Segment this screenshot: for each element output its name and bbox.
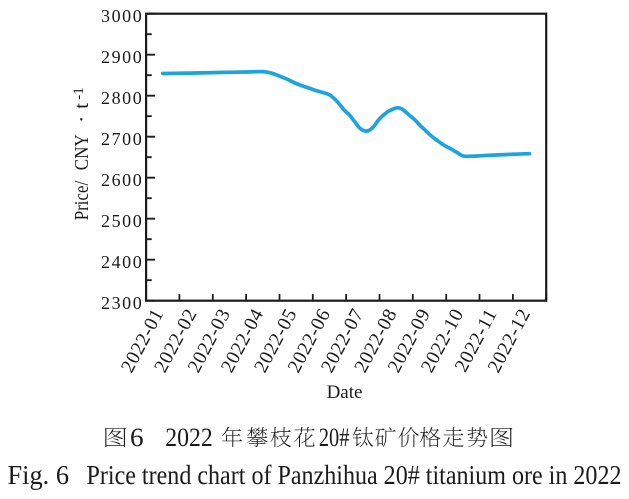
svg-text:20#: 20# <box>319 422 350 452</box>
svg-text:2022: 2022 <box>165 422 213 452</box>
svg-text:Price/CNY·t-1: Price/CNY·t-1 <box>71 87 93 220</box>
svg-text:2400: 2400 <box>101 252 143 272</box>
svg-text:Price trend chart of Panzhihua: Price trend chart of Panzhihua 20# titan… <box>87 460 622 490</box>
svg-text:2700: 2700 <box>101 129 143 149</box>
svg-text:Date: Date <box>327 382 363 403</box>
svg-text:2300: 2300 <box>101 293 143 313</box>
svg-text:2500: 2500 <box>101 211 143 231</box>
svg-text:6: 6 <box>130 422 144 452</box>
svg-text:3000: 3000 <box>101 6 143 26</box>
svg-text:Fig. 6: Fig. 6 <box>8 460 70 490</box>
svg-text:2900: 2900 <box>101 47 143 67</box>
svg-text:2600: 2600 <box>101 170 143 190</box>
svg-text:2800: 2800 <box>101 88 143 108</box>
